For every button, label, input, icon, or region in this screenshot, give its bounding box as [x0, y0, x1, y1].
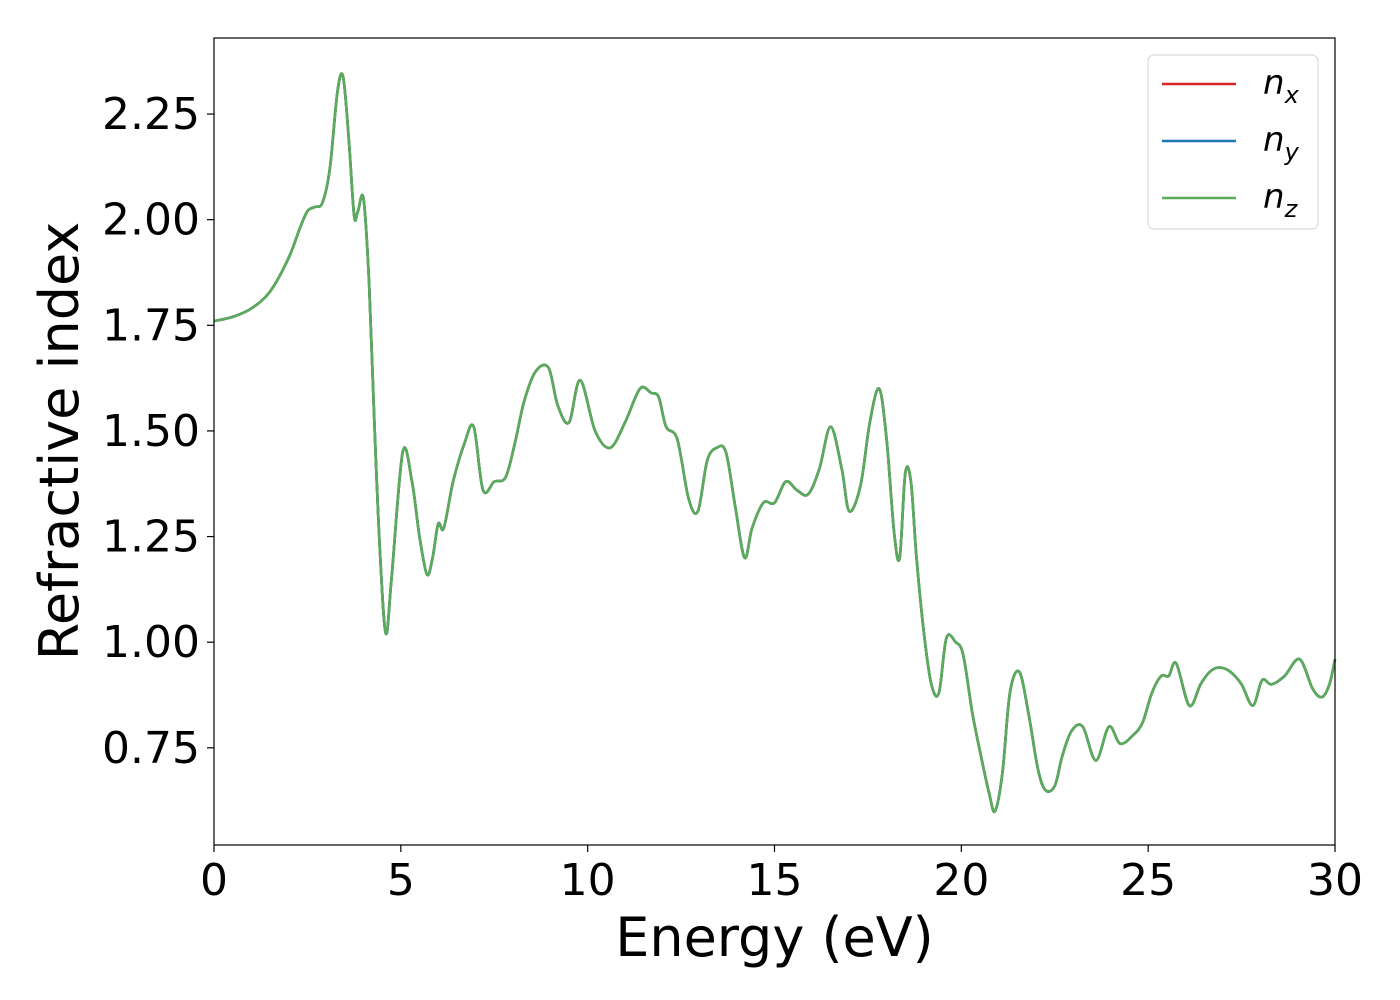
- legend-label-nz: nz: [1263, 177, 1299, 223]
- x-tick-label: 10: [560, 855, 616, 906]
- series-layer: [213, 72, 1337, 814]
- legend-label-nx: nx: [1263, 63, 1300, 109]
- y-tick-label: 2.25: [102, 89, 200, 140]
- legend-label-subscript: x: [1284, 81, 1300, 109]
- x-tick-label: 25: [1120, 855, 1176, 906]
- y-axis-ticks: 0.75 1.00 1.25 1.50 1.75 2.00 2.25: [102, 89, 214, 774]
- y-tick-label: 2.00: [102, 195, 200, 246]
- x-tick-label: 15: [747, 855, 803, 906]
- y-tick-label: 1.75: [102, 300, 200, 351]
- x-tick-label: 30: [1307, 855, 1363, 906]
- series-line-nz: [213, 72, 1337, 814]
- y-tick-label: 1.25: [102, 512, 200, 563]
- legend-label-subscript: y: [1284, 138, 1300, 166]
- y-axis-title: Refractive index: [28, 222, 91, 661]
- legend-label-main: n: [1263, 63, 1285, 103]
- x-axis-ticks: 0 5 10 15 20 25 30: [200, 845, 1363, 906]
- x-tick-label: 5: [387, 855, 415, 906]
- y-tick-label: 1.00: [102, 617, 200, 668]
- x-tick-label: 0: [200, 855, 228, 906]
- y-tick-label: 0.75: [102, 723, 200, 774]
- x-tick-label: 20: [933, 855, 989, 906]
- legend-label-main: n: [1263, 177, 1285, 217]
- x-axis-title: Energy (eV): [615, 906, 934, 969]
- legend-label-ny: ny: [1263, 120, 1300, 166]
- legend-label-subscript: z: [1284, 195, 1299, 223]
- legend-label-main: n: [1263, 120, 1285, 160]
- y-tick-label: 1.50: [102, 406, 200, 457]
